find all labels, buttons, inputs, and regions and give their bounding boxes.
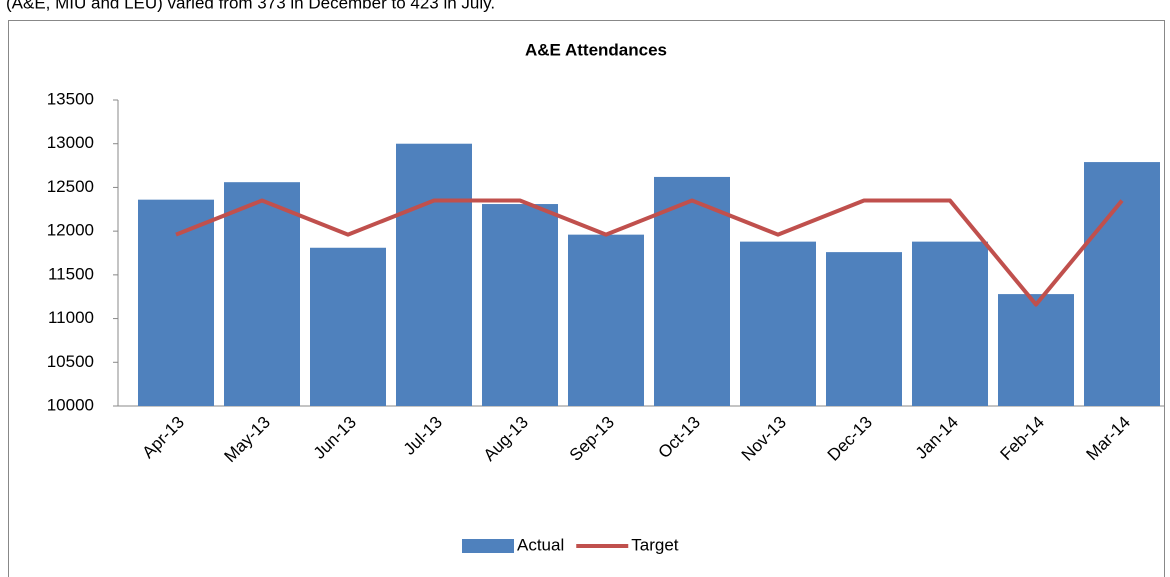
bar — [310, 247, 386, 406]
bar — [740, 241, 816, 406]
y-tick-label: 12500 — [47, 177, 94, 196]
y-tick-label: 12000 — [47, 221, 94, 240]
y-tick-label: 10500 — [47, 352, 94, 371]
chart-title: A&E Attendances — [525, 40, 667, 59]
y-tick-label: 13500 — [47, 89, 94, 108]
y-tick-label: 10000 — [47, 395, 94, 414]
bar — [912, 241, 988, 406]
y-tick-label: 13000 — [47, 133, 94, 152]
bar — [826, 252, 902, 406]
bar — [998, 294, 1074, 406]
y-tick-label: 11500 — [48, 264, 94, 283]
legend-label: Actual — [517, 535, 564, 554]
bar — [224, 182, 300, 406]
bar — [1084, 162, 1160, 406]
y-tick-label: 11000 — [48, 308, 94, 327]
bar — [396, 143, 472, 406]
bar — [568, 234, 644, 406]
caption: (A&E, MIU and LEU) varied from 373 in De… — [6, 0, 495, 12]
bar — [138, 199, 214, 406]
line — [175, 198, 1124, 307]
legend-label: Target — [631, 535, 679, 554]
legend-swatch — [462, 539, 514, 553]
bar — [654, 176, 730, 406]
bar — [482, 204, 558, 406]
